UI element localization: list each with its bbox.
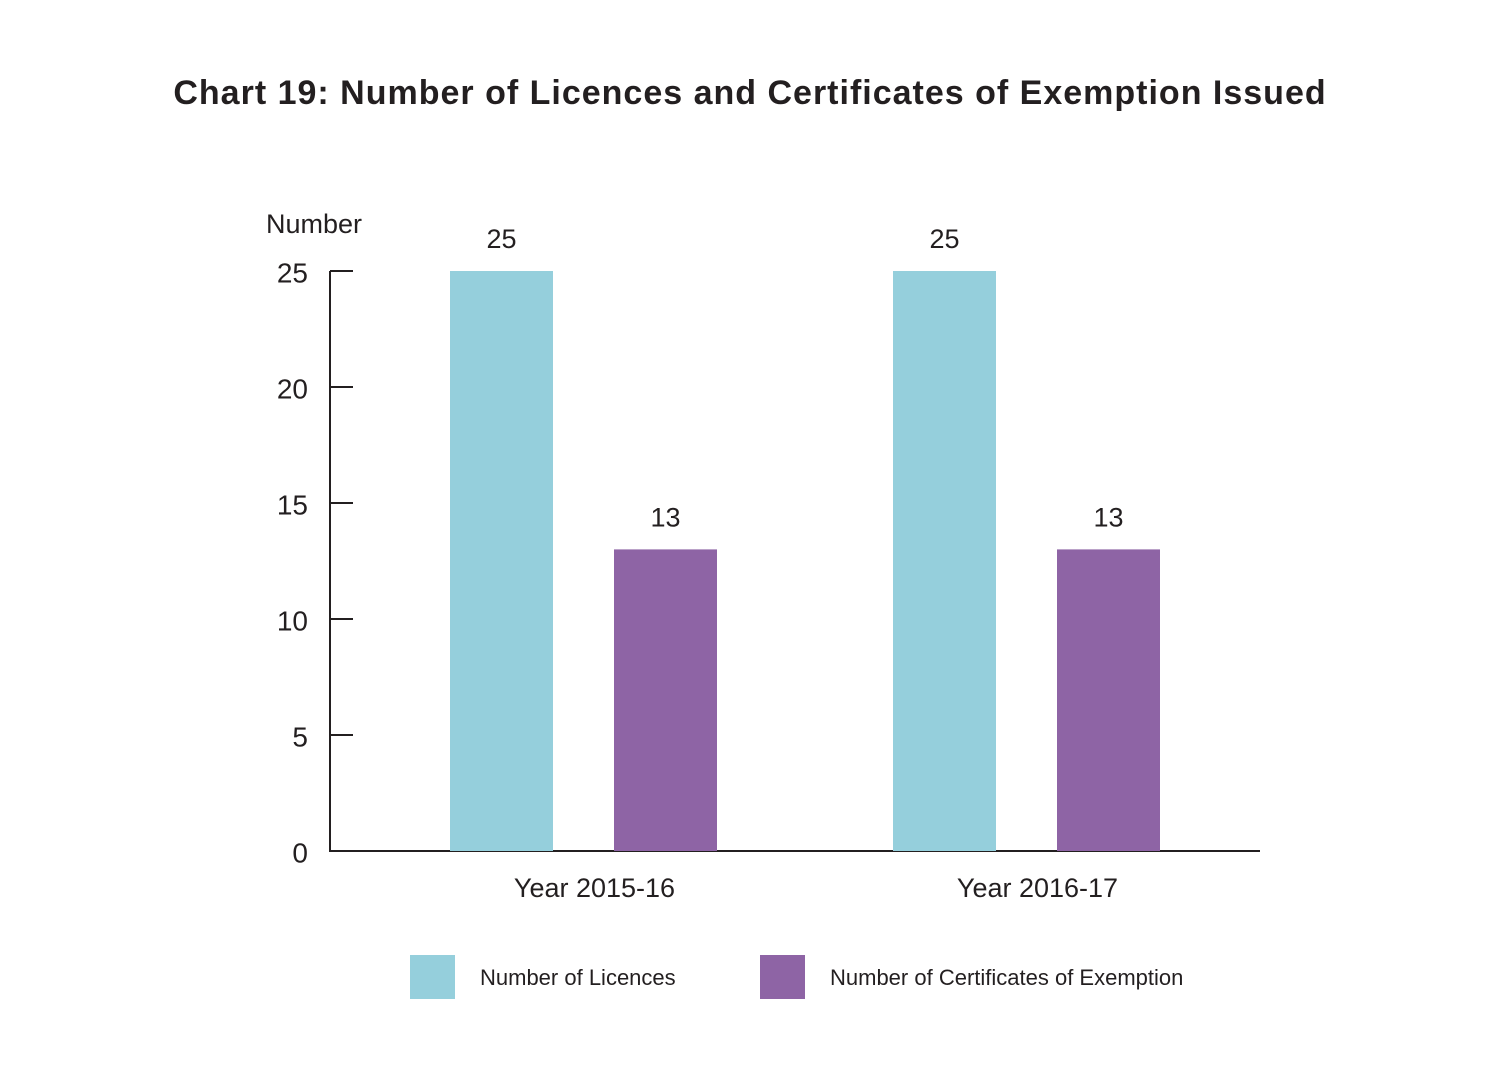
bar: [893, 271, 996, 851]
y-axis-label: Number: [266, 209, 362, 239]
y-tick-label: 5: [292, 721, 308, 752]
bar: [1057, 549, 1160, 851]
legend-swatch: [760, 955, 805, 999]
legend-label: Number of Licences: [480, 965, 676, 990]
y-tick-label: 10: [277, 605, 308, 636]
chart-title: Chart 19: Number of Licences and Certifi…: [173, 74, 1326, 112]
y-tick-label: 25: [277, 257, 308, 288]
x-tick-label: Year 2016-17: [957, 873, 1118, 903]
legend-swatch: [410, 955, 455, 999]
legend-label: Number of Certificates of Exemption: [830, 965, 1183, 990]
data-label: 13: [650, 503, 680, 533]
data-label: 25: [929, 224, 959, 254]
y-tick-label: 0: [292, 837, 308, 868]
y-tick-label: 20: [277, 373, 308, 404]
bar: [450, 271, 553, 851]
x-tick-label: Year 2015-16: [514, 873, 675, 903]
data-label: 25: [486, 224, 516, 254]
y-tick-label: 15: [277, 489, 308, 520]
data-label: 13: [1093, 503, 1123, 533]
bar: [614, 549, 717, 851]
